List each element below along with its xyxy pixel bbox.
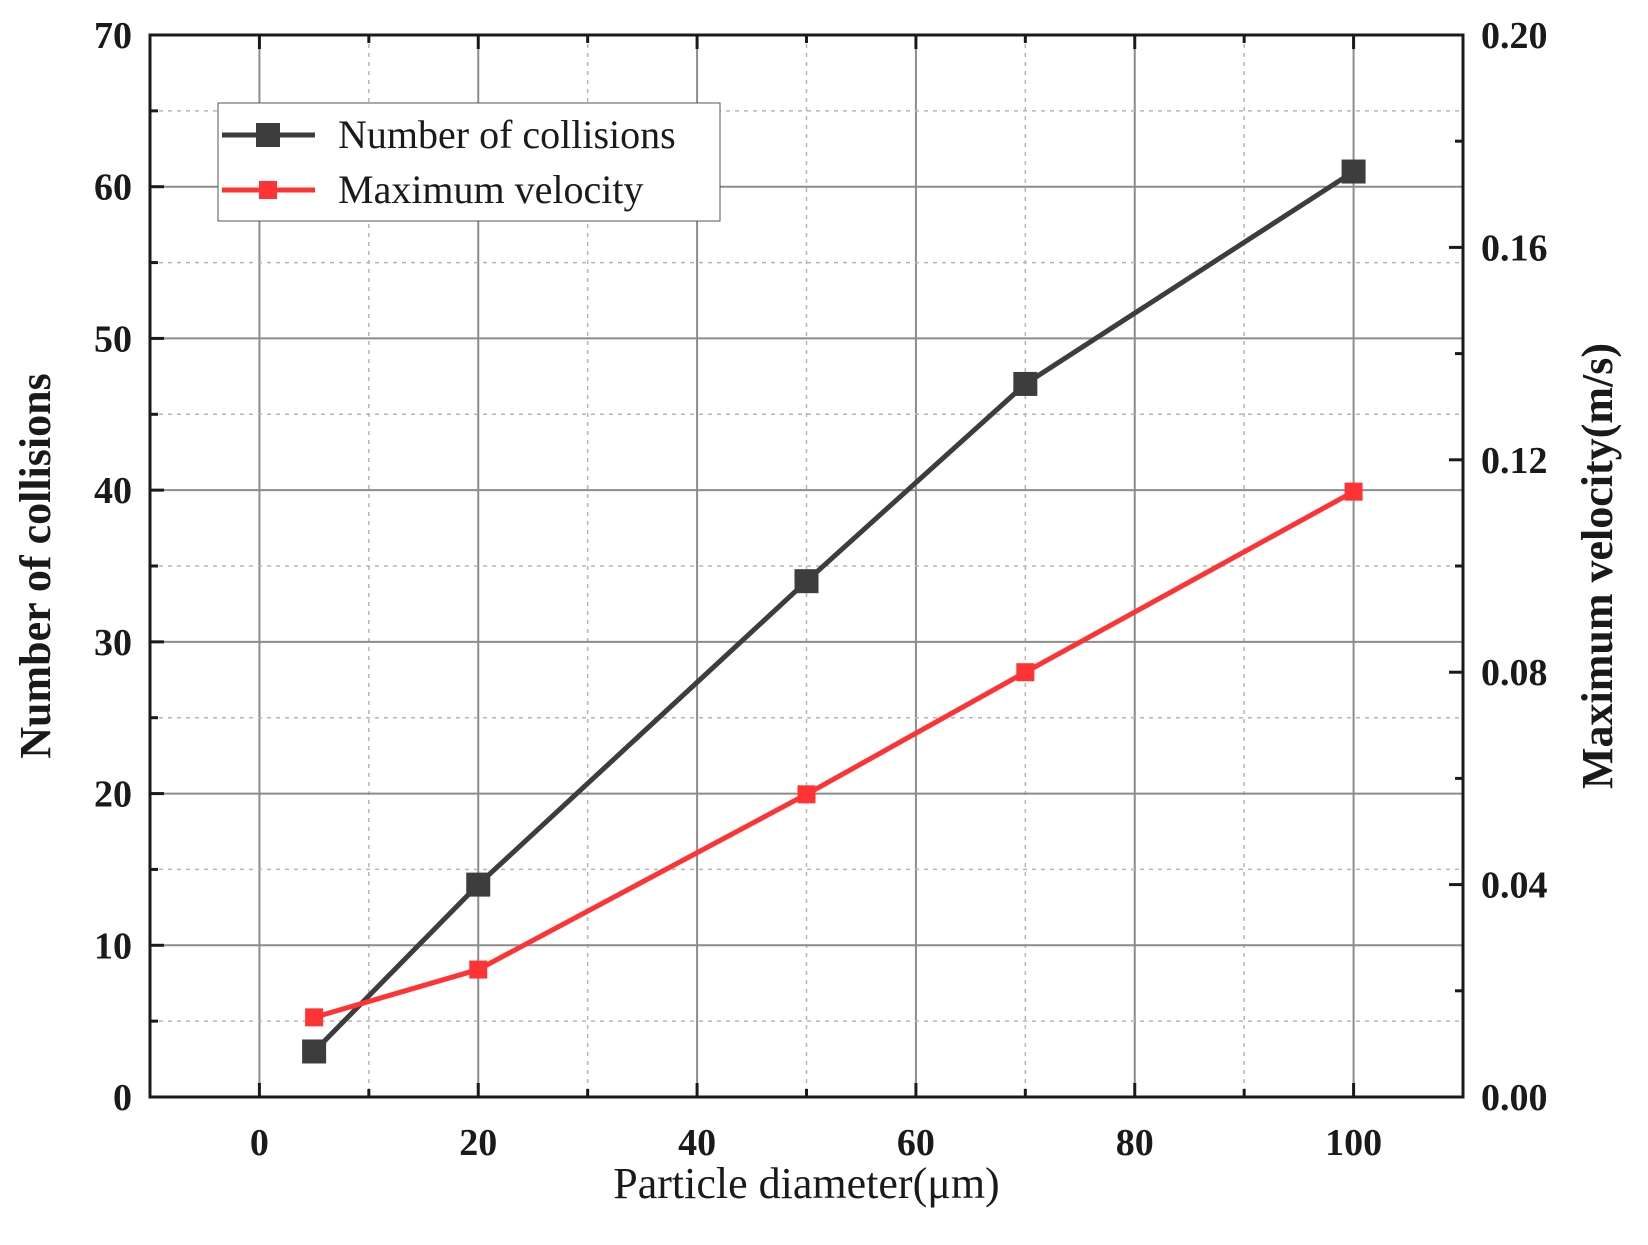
- y-tick-label: 50: [94, 318, 132, 360]
- y2-axis-title: Maximum velocity(m/s): [1573, 343, 1622, 789]
- series-0-point: [466, 872, 491, 897]
- y-tick-label: 10: [94, 925, 132, 967]
- y2-tick-label: 0.00: [1481, 1077, 1548, 1119]
- x-axis-title: Particle diameter(μm): [613, 1159, 999, 1208]
- y2-tick-label: 0.12: [1481, 440, 1548, 482]
- series-1-point: [1016, 663, 1035, 682]
- legend-label-collisions: Number of collisions: [338, 112, 676, 157]
- y2-tick-label: 0.16: [1481, 227, 1548, 269]
- series-1-point: [797, 785, 816, 804]
- series-layer: [302, 159, 1366, 1064]
- x-tick-label: 40: [678, 1122, 716, 1164]
- x-tick-label: 20: [459, 1122, 497, 1164]
- x-tick-label: 60: [897, 1122, 935, 1164]
- y-tick-label: 20: [94, 774, 132, 816]
- series-line-0: [312, 169, 1355, 1054]
- y2-tick-label: 0.04: [1481, 865, 1548, 907]
- series-0-point: [302, 1039, 327, 1064]
- x-tick-label: 100: [1325, 1122, 1382, 1164]
- y-tick-label: 60: [94, 167, 132, 209]
- y-tick-label: 70: [94, 15, 132, 57]
- series-line-1: [313, 489, 1355, 1020]
- series-1-point: [469, 960, 488, 979]
- series-0-point: [1341, 159, 1366, 184]
- plot-frame: [148, 33, 1465, 1099]
- series-1-point: [1344, 482, 1363, 501]
- tick-labels: 0 20 40 60 80 100 0 10 20 30 40 50 60 70 0.00 0.04 0.08 0…: [94, 15, 1548, 1164]
- y-tick-label: 40: [94, 470, 132, 512]
- series-1-point: [305, 1008, 324, 1027]
- x-tick-label: 80: [1116, 1122, 1154, 1164]
- y2-tick-label: 0.08: [1481, 652, 1548, 694]
- legend-marker-velocity: [259, 181, 277, 199]
- y-tick-label: 0: [113, 1077, 132, 1119]
- y-tick-label: 30: [94, 622, 132, 664]
- legend-label-velocity: Maximum velocity: [338, 167, 644, 212]
- series-0-point: [794, 569, 819, 594]
- series-0-point: [1013, 371, 1038, 396]
- legend-marker-collisions: [256, 123, 280, 147]
- y2-tick-label: 0.20: [1481, 15, 1548, 57]
- legend-box: [217, 102, 721, 222]
- y-axis-title: Number of collisions: [11, 373, 60, 758]
- x-tick-label: 0: [250, 1122, 269, 1164]
- legend: Number of collisions Maximum velocity: [217, 102, 721, 222]
